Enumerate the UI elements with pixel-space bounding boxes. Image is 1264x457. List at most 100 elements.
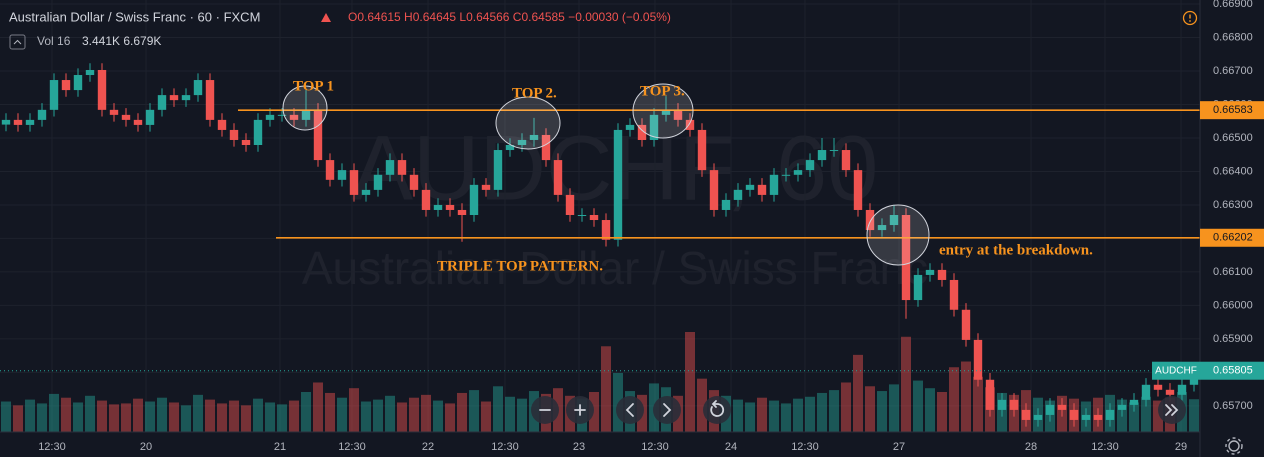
volume-bar bbox=[289, 400, 299, 432]
volume-bar bbox=[397, 402, 407, 432]
volume-bar bbox=[85, 395, 95, 432]
volume-bar bbox=[421, 394, 431, 432]
zoom-in-button[interactable] bbox=[566, 396, 594, 424]
scroll-left-button[interactable] bbox=[616, 396, 644, 424]
candle-body bbox=[961, 309, 971, 340]
candle-body bbox=[241, 139, 251, 146]
x-tick-label: 24 bbox=[725, 441, 737, 453]
candle-body bbox=[265, 114, 275, 120]
price-tag bbox=[1200, 228, 1264, 247]
candle-body bbox=[205, 80, 215, 120]
candle-body bbox=[433, 204, 443, 210]
candle-body bbox=[673, 109, 683, 120]
scroll-end-button[interactable] bbox=[1158, 396, 1186, 424]
candle-body bbox=[457, 209, 467, 215]
volume-bar bbox=[181, 405, 191, 432]
candle-body bbox=[769, 174, 779, 195]
alert-icon[interactable] bbox=[1182, 10, 1198, 26]
scroll-right-button[interactable] bbox=[653, 396, 681, 424]
volume-bar bbox=[349, 388, 359, 432]
symbol-tag-label: AUDCHF bbox=[1155, 365, 1197, 376]
axes: 0.669000.668000.667000.666000.665000.664… bbox=[38, 0, 1264, 453]
candle-body bbox=[25, 119, 35, 125]
y-tick-label: 0.66800 bbox=[1213, 31, 1253, 43]
volume-bar bbox=[601, 346, 611, 432]
volume-bar bbox=[1153, 400, 1163, 432]
candle-body bbox=[613, 129, 623, 240]
candle-body bbox=[505, 145, 515, 151]
x-tick-label: 23 bbox=[573, 441, 585, 453]
volume-bar bbox=[241, 405, 251, 432]
candle-body bbox=[37, 109, 47, 120]
candle-body bbox=[973, 339, 983, 380]
volume-bar bbox=[913, 380, 923, 432]
collapse-button[interactable] bbox=[9, 34, 26, 50]
volume-bar bbox=[505, 396, 515, 432]
candle-body bbox=[517, 139, 527, 146]
x-tick-label: 21 bbox=[274, 441, 286, 453]
volume-bar bbox=[109, 404, 119, 432]
zoom-out-button[interactable] bbox=[531, 396, 559, 424]
volume-bar bbox=[253, 398, 263, 432]
candle-body bbox=[73, 75, 83, 91]
volume-bar bbox=[469, 390, 479, 432]
candle-body bbox=[889, 214, 899, 226]
volume-bar bbox=[313, 382, 323, 432]
candle-body bbox=[121, 114, 131, 120]
volume-bar bbox=[865, 386, 875, 432]
annotation: TRIPLE TOP PATTERN. bbox=[437, 258, 603, 274]
candle-body bbox=[949, 279, 959, 310]
volume-bar bbox=[145, 401, 155, 432]
volume-bar bbox=[805, 396, 815, 432]
candle-body bbox=[1069, 409, 1079, 420]
volume-bar bbox=[937, 392, 947, 432]
candle-body bbox=[445, 204, 455, 210]
volume-bar bbox=[817, 392, 827, 432]
candle-body bbox=[793, 170, 803, 175]
volume-bar bbox=[361, 401, 371, 432]
candle-body bbox=[1, 119, 11, 125]
candle-body bbox=[349, 170, 359, 195]
candle-body bbox=[421, 189, 431, 210]
candle-body bbox=[481, 184, 491, 190]
x-tick-label: 12:30 bbox=[791, 441, 819, 453]
candle-body bbox=[553, 160, 563, 195]
candle-body bbox=[1033, 414, 1043, 420]
volume-bar bbox=[121, 403, 131, 432]
candle-body bbox=[493, 150, 503, 190]
candle-body bbox=[373, 174, 383, 190]
candle-body bbox=[277, 114, 287, 116]
collapse-icon bbox=[13, 39, 22, 45]
candle-body bbox=[661, 109, 671, 115]
volume-bar bbox=[733, 399, 743, 432]
candle-body bbox=[901, 214, 911, 301]
volume-bar bbox=[13, 405, 23, 432]
candle-body bbox=[97, 69, 107, 110]
candle-body bbox=[853, 170, 863, 210]
grid bbox=[0, 0, 1200, 432]
volume-bar bbox=[49, 393, 59, 432]
settings-button[interactable] bbox=[1228, 440, 1240, 452]
candle-body bbox=[337, 170, 347, 180]
candle-body bbox=[1117, 404, 1127, 410]
candle-body bbox=[1141, 384, 1151, 400]
price-tag bbox=[1200, 361, 1264, 380]
candle-body bbox=[397, 160, 407, 175]
highlight-circle bbox=[495, 96, 561, 150]
candle-body bbox=[721, 199, 731, 210]
x-tick-label: 29 bbox=[1175, 441, 1187, 453]
volume-bar bbox=[373, 399, 383, 432]
price-tag-label: 0.66202 bbox=[1213, 232, 1253, 244]
candle-body bbox=[109, 109, 119, 115]
volume-bar bbox=[589, 392, 599, 432]
highlight-circle bbox=[866, 204, 930, 266]
volume-bar bbox=[481, 401, 491, 432]
reset-button[interactable] bbox=[703, 396, 731, 424]
candle-body bbox=[925, 269, 935, 275]
candle-body bbox=[61, 80, 71, 91]
candle-body bbox=[541, 134, 551, 161]
watermark: Australian Dollar / Swiss Franc bbox=[302, 242, 928, 294]
candle-body bbox=[997, 399, 1007, 410]
candle-body bbox=[1177, 384, 1187, 395]
